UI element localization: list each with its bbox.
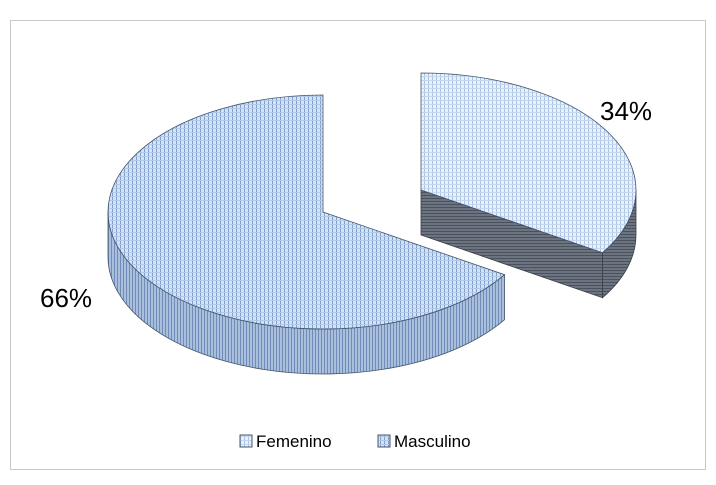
legend-label-masculino: Masculino (394, 432, 471, 451)
pie-slice-femenino-top (420, 72, 637, 254)
legend-swatch-femenino (239, 434, 253, 448)
legend: Femenino Masculino (239, 432, 471, 451)
pie-slice-masculino-top (107, 94, 506, 330)
data-label-femenino: 34% (600, 96, 652, 126)
pie-slice-masculino (107, 94, 506, 375)
data-label-masculino: 66% (40, 283, 92, 313)
legend-label-femenino: Femenino (256, 432, 332, 451)
pie-slice-femenino (420, 72, 637, 299)
legend-swatch-masculino (377, 434, 391, 448)
